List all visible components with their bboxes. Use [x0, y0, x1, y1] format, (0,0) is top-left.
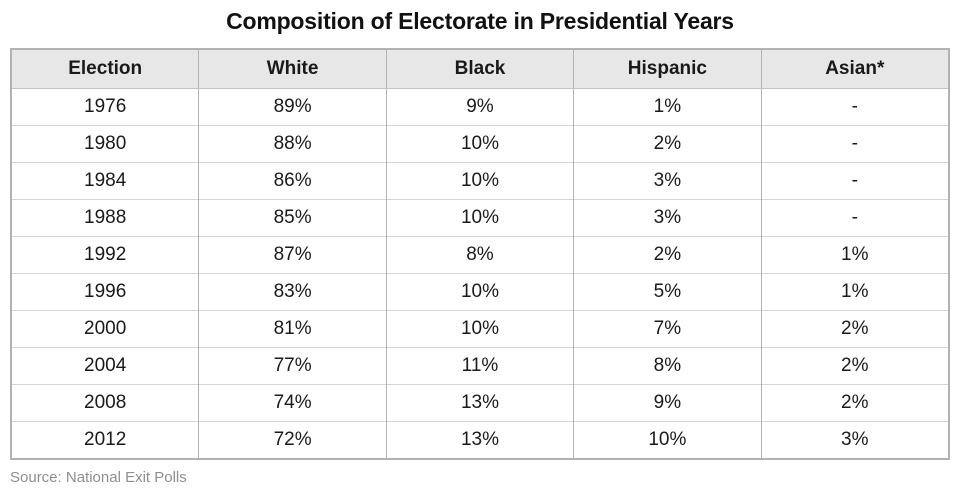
cell-hispanic: 1% — [573, 88, 762, 126]
column-header-election: Election — [11, 49, 199, 89]
cell-year: 1988 — [11, 199, 199, 237]
cell-year: 1992 — [11, 236, 199, 274]
cell-asian: 2% — [760, 310, 949, 348]
cell-black: 10% — [385, 310, 574, 348]
cell-black: 9% — [385, 88, 574, 126]
cell-white: 87% — [198, 236, 387, 274]
header-row: Election White Black Hispanic Asian* — [11, 49, 949, 89]
cell-black: 10% — [385, 273, 574, 311]
cell-asian: - — [760, 162, 949, 200]
table-body: 1976 89% 9% 1% - 1980 88% 10% 2% - 1984 … — [11, 88, 949, 459]
cell-hispanic: 8% — [573, 347, 762, 385]
table-row: 1992 87% 8% 2% 1% — [11, 236, 949, 274]
cell-year: 2008 — [11, 384, 199, 422]
cell-white: 72% — [198, 421, 387, 459]
cell-black: 13% — [385, 384, 574, 422]
cell-white: 86% — [198, 162, 387, 200]
cell-year: 1980 — [11, 125, 199, 163]
column-header-black: Black — [385, 49, 574, 89]
cell-black: 8% — [385, 236, 574, 274]
cell-asian: 1% — [760, 236, 949, 274]
cell-asian: 2% — [760, 384, 949, 422]
table-header: Election White Black Hispanic Asian* — [11, 49, 949, 89]
cell-hispanic: 3% — [573, 162, 762, 200]
cell-hispanic: 3% — [573, 199, 762, 237]
cell-white: 83% — [198, 273, 387, 311]
column-header-white: White — [198, 49, 387, 89]
table-row: 1984 86% 10% 3% - — [11, 162, 949, 200]
chart-title: Composition of Electorate in Presidentia… — [226, 8, 734, 34]
cell-year: 2012 — [11, 421, 199, 459]
cell-white: 77% — [198, 347, 387, 385]
cell-black: 10% — [385, 199, 574, 237]
cell-asian: 3% — [760, 421, 949, 459]
cell-black: 10% — [385, 162, 574, 200]
cell-white: 88% — [198, 125, 387, 163]
cell-white: 89% — [198, 88, 387, 126]
table-row: 1996 83% 10% 5% 1% — [11, 273, 949, 311]
table-row: 2008 74% 13% 9% 2% — [11, 384, 949, 422]
cell-asian: - — [760, 88, 949, 126]
cell-year: 2000 — [11, 310, 199, 348]
cell-hispanic: 2% — [573, 125, 762, 163]
electorate-table: Election White Black Hispanic Asian* 197… — [10, 48, 950, 460]
cell-asian: - — [760, 199, 949, 237]
cell-hispanic: 10% — [573, 421, 762, 459]
cell-black: 13% — [385, 421, 574, 459]
cell-hispanic: 2% — [573, 236, 762, 274]
cell-year: 1984 — [11, 162, 199, 200]
table-row: 2000 81% 10% 7% 2% — [11, 310, 949, 348]
cell-black: 10% — [385, 125, 574, 163]
cell-hispanic: 9% — [573, 384, 762, 422]
column-header-asian: Asian* — [760, 49, 949, 89]
cell-year: 2004 — [11, 347, 199, 385]
cell-white: 74% — [198, 384, 387, 422]
cell-black: 11% — [385, 347, 574, 385]
cell-year: 1976 — [11, 88, 199, 126]
cell-white: 81% — [198, 310, 387, 348]
cell-asian: 2% — [760, 347, 949, 385]
cell-hispanic: 5% — [573, 273, 762, 311]
table-row: 1988 85% 10% 3% - — [11, 199, 949, 237]
cell-asian: 1% — [760, 273, 949, 311]
table-row: 2012 72% 13% 10% 3% — [11, 421, 949, 459]
cell-white: 85% — [198, 199, 387, 237]
cell-year: 1996 — [11, 273, 199, 311]
table-row: 2004 77% 11% 8% 2% — [11, 347, 949, 385]
table-row: 1980 88% 10% 2% - — [11, 125, 949, 163]
cell-hispanic: 7% — [573, 310, 762, 348]
source-caption: Source: National Exit Polls — [10, 469, 187, 486]
column-header-hispanic: Hispanic — [573, 49, 762, 89]
table-row: 1976 89% 9% 1% - — [11, 88, 949, 126]
cell-asian: - — [760, 125, 949, 163]
